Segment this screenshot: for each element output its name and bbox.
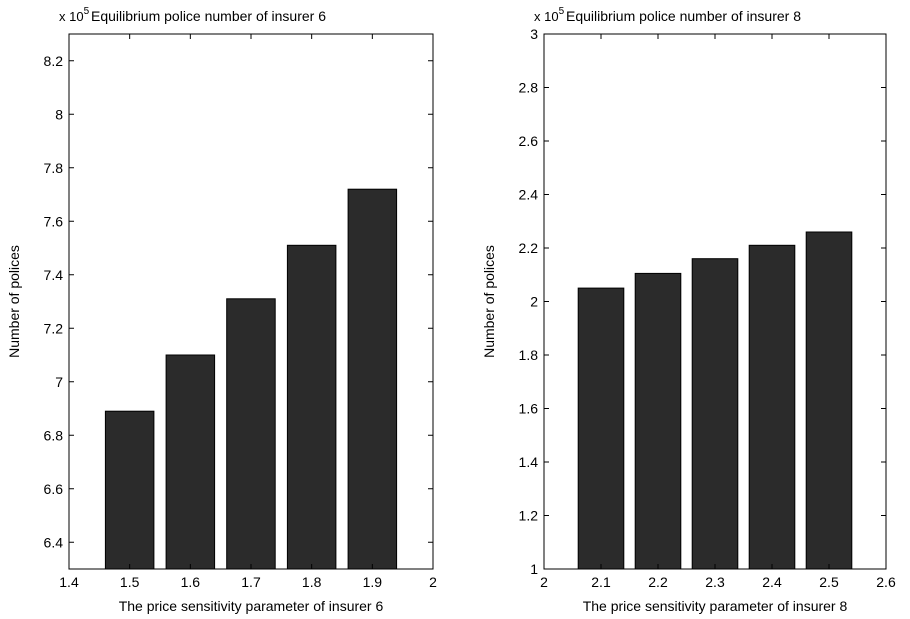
x-tick-label: 2.4 bbox=[762, 574, 782, 590]
x-tick-label: 2.5 bbox=[819, 574, 839, 590]
bar-2.1 bbox=[577, 287, 625, 570]
x-tick-label: 1.9 bbox=[363, 574, 383, 590]
y-tick-label: 2.8 bbox=[519, 80, 539, 96]
bar-1.5 bbox=[104, 410, 155, 570]
x-tick-label: 2.1 bbox=[591, 574, 611, 590]
y-tick-label: 6.6 bbox=[44, 481, 64, 497]
x-tick-label: 2.6 bbox=[876, 574, 896, 590]
y-tick-label: 7.8 bbox=[44, 160, 64, 176]
bar-2.5 bbox=[805, 231, 853, 570]
y-tick-label: 1.2 bbox=[519, 508, 539, 524]
y-tick-label: 2 bbox=[530, 294, 538, 310]
y-tick-label: 1.4 bbox=[519, 454, 539, 470]
y-tick-label: 2.4 bbox=[519, 187, 539, 203]
y-axis-label: Number of polices bbox=[6, 245, 22, 358]
y-tick-label: 7.2 bbox=[44, 320, 64, 336]
y-tick-label: 8 bbox=[55, 106, 63, 122]
chart-title: Equilibrium police number of insurer 8 bbox=[566, 8, 801, 24]
x-tick-label: 2 bbox=[429, 574, 437, 590]
bar-2.2 bbox=[634, 272, 682, 570]
bar-2.4 bbox=[748, 244, 796, 570]
x-tick-label: 2.2 bbox=[648, 574, 668, 590]
bar-1.8 bbox=[286, 244, 337, 570]
y-tick-label: 8.2 bbox=[44, 53, 64, 69]
y-tick-label: 7 bbox=[55, 374, 63, 390]
bar-1.9 bbox=[347, 188, 398, 570]
y-tick-label: 7.4 bbox=[44, 267, 64, 283]
x-tick-label: 1.5 bbox=[120, 574, 140, 590]
x-tick-label: 2 bbox=[540, 574, 548, 590]
bar-1.7 bbox=[226, 298, 276, 570]
x-tick-label: 1.8 bbox=[302, 574, 322, 590]
y-tick-label: 1 bbox=[530, 561, 538, 577]
y-tick-label: 7.6 bbox=[44, 213, 64, 229]
scale-label: x 105 bbox=[534, 6, 565, 24]
y-tick-label: 2.6 bbox=[519, 133, 539, 149]
y-axis-label: Number of polices bbox=[481, 245, 497, 358]
x-tick-label: 2.3 bbox=[705, 574, 725, 590]
y-tick-label: 1.8 bbox=[519, 347, 539, 363]
y-tick-label: 1.6 bbox=[519, 401, 539, 417]
y-tick-label: 6.4 bbox=[44, 534, 64, 550]
x-tick-label: 1.7 bbox=[241, 574, 261, 590]
x-axis-label: The price sensitivity parameter of insur… bbox=[119, 598, 384, 614]
chart-panel-2: 2 2.1 2.2 2.3 2.4 2.5 2.6 1 1.2 1.4 1.6 1.8 2 2.2 2.4 2… bbox=[481, 6, 896, 614]
bar-2.3 bbox=[691, 258, 739, 570]
chart-panel-1: 1.4 1.5 1.6 1.7 1.8 1.9 2 6.4 6.6 6.8 7 7.2 7.4 7.6 7.… bbox=[6, 6, 437, 614]
y-tick-label: 2.2 bbox=[519, 240, 539, 256]
bar-1.6 bbox=[165, 354, 216, 570]
scale-label: x 105 bbox=[59, 6, 90, 24]
x-axis-label: The price sensitivity parameter of insur… bbox=[583, 598, 848, 614]
x-tick-label: 1.6 bbox=[181, 574, 201, 590]
y-tick-label: 3 bbox=[530, 26, 538, 42]
chart-title: Equilibrium police number of insurer 6 bbox=[91, 8, 326, 24]
x-tick-label: 1.4 bbox=[59, 574, 79, 590]
y-tick-label: 6.8 bbox=[44, 427, 64, 443]
